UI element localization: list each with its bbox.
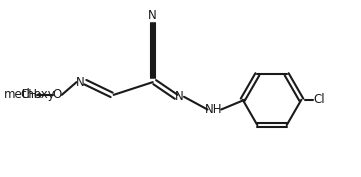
Text: NH: NH [205,103,222,116]
Text: O: O [52,88,61,101]
Text: Cl: Cl [313,93,325,106]
Text: N: N [76,76,85,89]
Text: N: N [148,9,157,22]
Text: CH₃: CH₃ [21,88,42,101]
Text: methoxy: methoxy [4,88,56,101]
Text: N: N [175,90,183,103]
